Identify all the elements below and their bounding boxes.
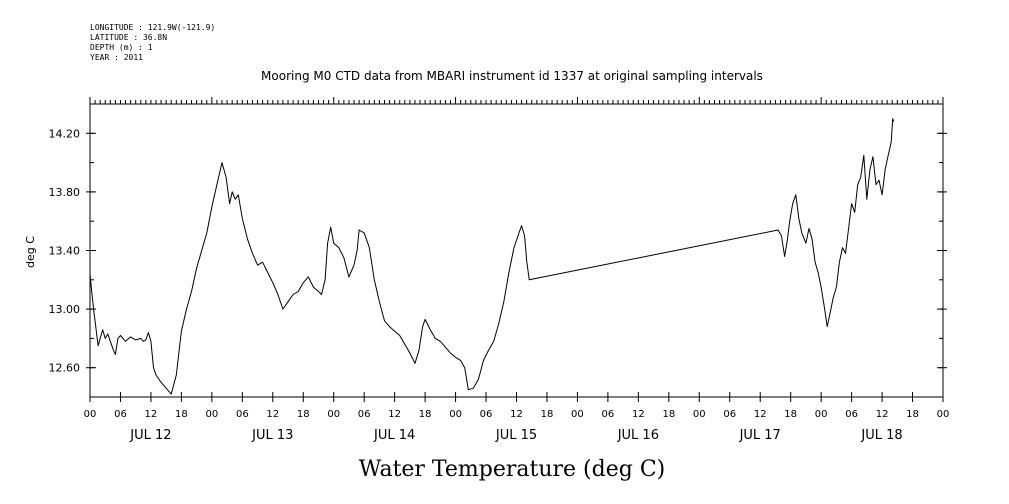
x-day-label: JUL 15 xyxy=(495,428,537,443)
x-hour-label: 00 xyxy=(449,409,462,420)
x-hour-label: 18 xyxy=(297,409,310,420)
x-hour-label: 00 xyxy=(693,409,706,420)
x-hour-label: 18 xyxy=(541,409,554,420)
x-hour-label: 12 xyxy=(754,409,767,420)
x-hour-label: 00 xyxy=(205,409,218,420)
x-hour-label: 00 xyxy=(815,409,828,420)
x-hour-label: 12 xyxy=(266,409,279,420)
x-hour-label: 12 xyxy=(510,409,523,420)
y-tick-label: 13.80 xyxy=(49,186,81,199)
x-day-label: JUL 17 xyxy=(739,428,781,443)
x-day-label: JUL 14 xyxy=(373,428,415,443)
x-hour-label: 18 xyxy=(175,409,188,420)
x-hour-label: 06 xyxy=(845,409,858,420)
x-hour-label: 06 xyxy=(602,409,615,420)
y-tick-label: 13.40 xyxy=(49,245,81,258)
latitude-label: LATITUDE : 36.8N xyxy=(90,33,167,42)
x-hour-label: 00 xyxy=(571,409,584,420)
x-hour-label: 18 xyxy=(906,409,919,420)
x-hour-label: 12 xyxy=(876,409,889,420)
x-day-label: JUL 13 xyxy=(251,428,293,443)
x-hour-label: 18 xyxy=(419,409,432,420)
y-tick-label: 13.00 xyxy=(49,303,81,316)
y-axis: 12.60 13.00 13.40 13.80 14.20 xyxy=(49,103,947,398)
y-axis-label: deg C xyxy=(24,236,37,268)
series-layer xyxy=(89,118,895,395)
x-day-label: JUL 16 xyxy=(617,428,659,443)
x-hour-label: 06 xyxy=(480,409,493,420)
minor-ticks xyxy=(89,97,944,402)
x-hour-label: 00 xyxy=(84,409,97,420)
x-hour-label: 12 xyxy=(145,409,158,420)
plot-frame xyxy=(89,103,944,398)
x-hour-label: 00 xyxy=(327,409,340,420)
x-hour-label: 18 xyxy=(784,409,797,420)
depth-label: DEPTH (m) : 1 xyxy=(90,43,153,52)
x-hour-label: 00 xyxy=(937,409,950,420)
y-tick-label: 12.60 xyxy=(49,362,81,375)
y-tick-label: 14.20 xyxy=(49,127,81,140)
x-hour-label: 06 xyxy=(723,409,736,420)
x-hour-label: 06 xyxy=(358,409,371,420)
x-day-label: JUL 18 xyxy=(860,428,902,443)
chart-title: Mooring M0 CTD data from MBARI instrumen… xyxy=(261,69,763,83)
x-hour-label: 06 xyxy=(236,409,249,420)
x-axis-label: Water Temperature (deg C) xyxy=(359,457,666,482)
x-hour-label: 12 xyxy=(632,409,645,420)
x-hour-label: 06 xyxy=(114,409,127,420)
x-axis: 00 06 12 18 00 06 12 18 00 06 12 18 00 06 12 18 00 06 12 18… xyxy=(84,409,950,443)
year-label: YEAR : 2011 xyxy=(90,53,143,62)
x-hour-label: 12 xyxy=(388,409,401,420)
longitude-label: LONGITUDE : 121.9W(-121.9) xyxy=(90,23,215,32)
x-hour-label: 18 xyxy=(662,409,675,420)
x-day-label: JUL 12 xyxy=(129,428,171,443)
temperature-series-line xyxy=(89,118,895,395)
metadata-block: LONGITUDE : 121.9W(-121.9) LATITUDE : 36… xyxy=(90,23,215,62)
